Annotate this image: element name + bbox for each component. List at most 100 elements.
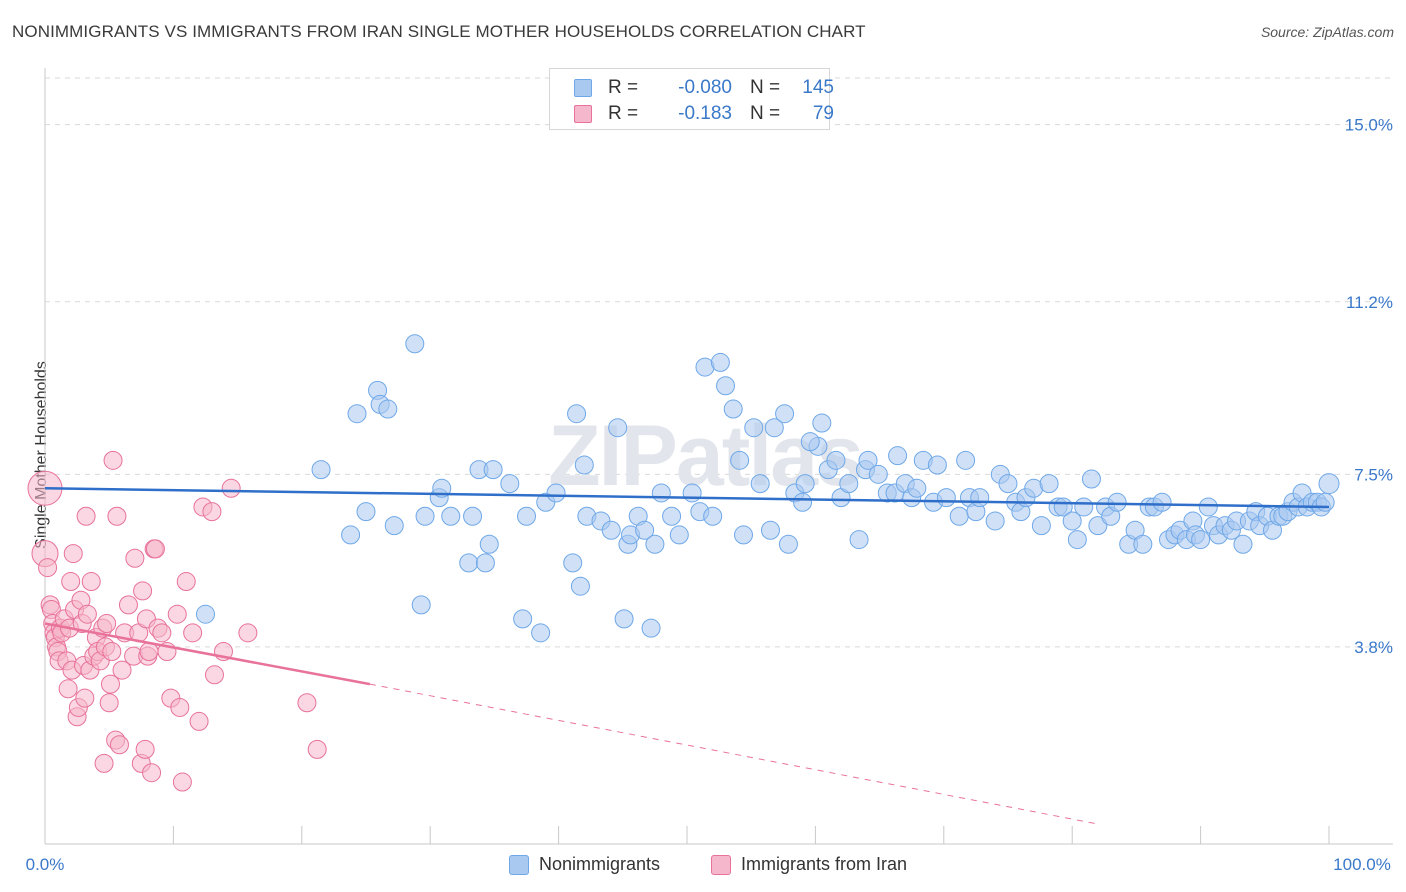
point-nonimmigrants bbox=[927, 455, 947, 475]
point-nonimmigrants bbox=[1191, 530, 1211, 550]
point-iran bbox=[135, 739, 155, 759]
point-nonimmigrants bbox=[710, 352, 730, 372]
point-nonimmigrants bbox=[744, 418, 764, 438]
point-nonimmigrants bbox=[614, 609, 634, 629]
legend-item-iran[interactable]: Immigrants from Iran bbox=[711, 854, 907, 875]
point-nonimmigrants bbox=[405, 334, 425, 354]
point-nonimmigrants bbox=[1088, 516, 1108, 536]
point-nonimmigrants bbox=[730, 450, 750, 470]
point-iran bbox=[76, 506, 96, 526]
point-nonimmigrants bbox=[956, 450, 976, 470]
legend-item-nonimmigrants[interactable]: Nonimmigrants bbox=[509, 854, 660, 875]
point-iran bbox=[100, 674, 120, 694]
point-nonimmigrants bbox=[384, 516, 404, 536]
legend-n-label: N = bbox=[750, 77, 781, 98]
point-nonimmigrants bbox=[985, 511, 1005, 531]
y-tick-label: 11.2% bbox=[1346, 293, 1393, 312]
point-nonimmigrants bbox=[1152, 492, 1172, 512]
point-iran bbox=[112, 660, 132, 680]
point-nonimmigrants bbox=[800, 432, 820, 452]
point-iran bbox=[81, 572, 101, 592]
point-nonimmigrants bbox=[608, 418, 628, 438]
point-nonimmigrants bbox=[463, 506, 483, 526]
point-nonimmigrants bbox=[479, 534, 499, 554]
point-nonimmigrants bbox=[570, 576, 590, 596]
point-nonimmigrants bbox=[483, 460, 503, 480]
point-iran bbox=[297, 693, 317, 713]
point-nonimmigrants bbox=[196, 604, 215, 624]
legend-r-label: R = bbox=[608, 77, 639, 98]
point-nonimmigrants bbox=[459, 553, 479, 573]
point-nonimmigrants bbox=[888, 446, 908, 466]
point-nonimmigrants bbox=[1081, 469, 1101, 489]
point-nonimmigrants bbox=[970, 488, 990, 508]
point-iran bbox=[118, 595, 138, 615]
axes bbox=[44, 68, 1393, 845]
point-nonimmigrants bbox=[764, 418, 784, 438]
legend-row-nonimmigrants: R = -0.080 N = 145 bbox=[574, 77, 834, 99]
point-nonimmigrants bbox=[778, 534, 798, 554]
point-iran bbox=[152, 623, 172, 643]
point-nonimmigrants bbox=[682, 483, 702, 503]
point-nonimmigrants bbox=[415, 506, 435, 526]
point-nonimmigrants bbox=[1062, 511, 1082, 531]
point-nonimmigrants bbox=[826, 450, 846, 470]
point-nonimmigrants bbox=[567, 404, 587, 424]
legend-n-value: 145 bbox=[802, 77, 834, 98]
point-iran bbox=[75, 688, 95, 708]
point-iran bbox=[142, 763, 162, 783]
point-nonimmigrants bbox=[311, 460, 331, 480]
y-tick-label: 3.8% bbox=[1354, 638, 1393, 657]
trend-line-iran bbox=[44, 622, 371, 686]
point-nonimmigrants bbox=[1315, 492, 1335, 512]
legend-r-label: R = bbox=[608, 103, 639, 124]
point-nonimmigrants bbox=[1039, 474, 1059, 494]
point-iran bbox=[102, 641, 122, 661]
point-iran bbox=[77, 604, 97, 624]
point-nonimmigrants bbox=[795, 474, 815, 494]
point-iran bbox=[125, 548, 145, 568]
point-nonimmigrants bbox=[760, 520, 780, 540]
point-iran bbox=[61, 572, 81, 592]
point-nonimmigrants bbox=[1067, 530, 1087, 550]
point-nonimmigrants bbox=[341, 525, 361, 545]
legend-swatch-nonimmigrants bbox=[509, 854, 529, 875]
trend-line-nonimmigrants bbox=[44, 487, 1330, 509]
point-nonimmigrants bbox=[1198, 497, 1218, 517]
point-iran bbox=[58, 679, 78, 699]
point-nonimmigrants bbox=[574, 455, 594, 475]
point-nonimmigrants bbox=[651, 483, 671, 503]
point-nonimmigrants bbox=[500, 474, 520, 494]
point-nonimmigrants bbox=[475, 553, 495, 573]
point-nonimmigrants bbox=[635, 520, 655, 540]
point-nonimmigrants bbox=[1318, 473, 1340, 495]
point-nonimmigrants bbox=[858, 450, 878, 470]
legend-label-iran: Immigrants from Iran bbox=[741, 854, 908, 874]
point-nonimmigrants bbox=[645, 534, 665, 554]
tick-labels: 3.8% 7.5% 11.2% 15.0% 0.0% 100.0% bbox=[26, 116, 1393, 874]
stats-legend: R = -0.080 N = 145 R = -0.183 N = 79 bbox=[549, 68, 834, 130]
point-iran bbox=[238, 623, 258, 643]
point-nonimmigrants bbox=[949, 506, 969, 526]
nonimmigrants-points bbox=[196, 334, 1340, 643]
point-nonimmigrants bbox=[531, 623, 551, 643]
point-iran bbox=[103, 450, 123, 470]
point-iran bbox=[183, 623, 203, 643]
point-nonimmigrants bbox=[812, 413, 832, 433]
point-iran bbox=[172, 772, 192, 792]
point-nonimmigrants bbox=[411, 595, 431, 615]
legend-n-value: 79 bbox=[812, 103, 834, 124]
point-nonimmigrants bbox=[723, 399, 743, 419]
point-nonimmigrants bbox=[839, 474, 859, 494]
point-nonimmigrants bbox=[1074, 497, 1094, 517]
point-iran bbox=[170, 697, 190, 717]
point-nonimmigrants bbox=[936, 488, 956, 508]
legend-swatch-nonimmigrants bbox=[574, 79, 592, 97]
legend-n-label: N = bbox=[750, 103, 781, 124]
point-nonimmigrants bbox=[563, 553, 583, 573]
point-nonimmigrants bbox=[849, 530, 869, 550]
point-nonimmigrants bbox=[347, 404, 367, 424]
x-tick-label-min: 0.0% bbox=[26, 855, 65, 874]
point-iran bbox=[176, 572, 196, 592]
